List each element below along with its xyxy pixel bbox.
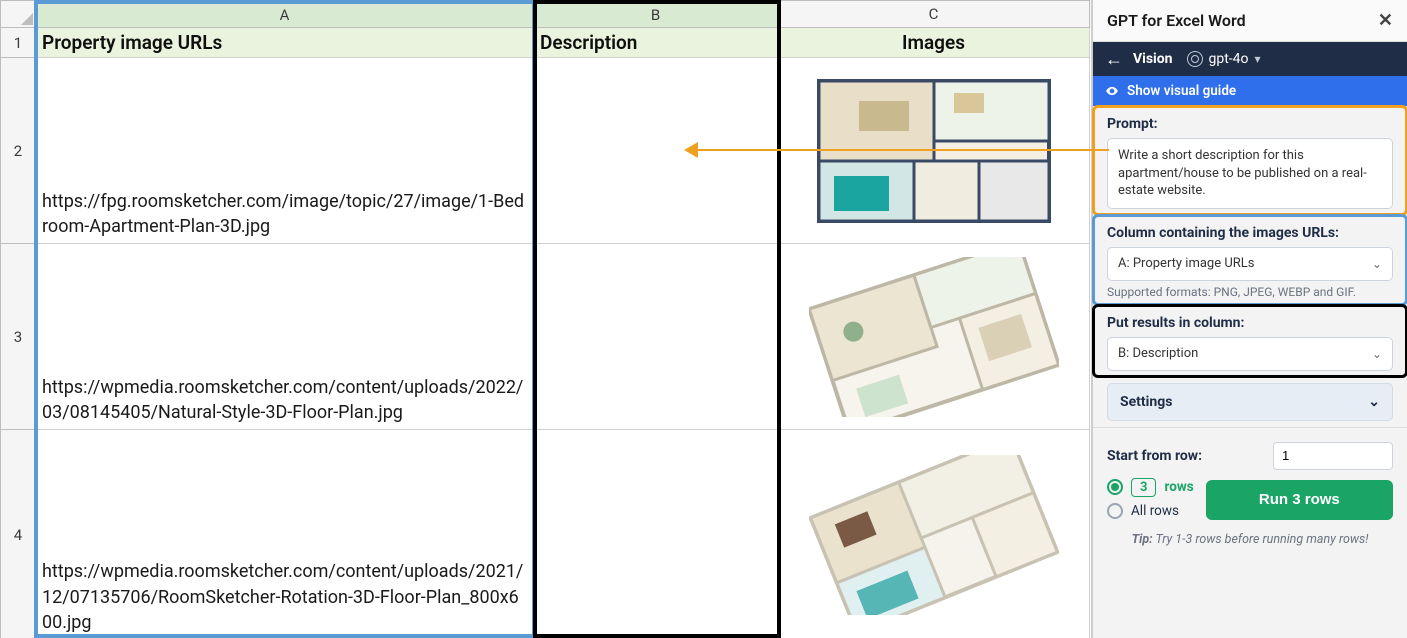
spreadsheet: A B C 1 Property image URLs Description …	[0, 0, 1092, 638]
guide-arrow	[696, 149, 1109, 151]
radio-unselected-icon	[1107, 503, 1123, 519]
header-label-b: Description	[540, 31, 771, 54]
table-row: 4 https://wpmedia.roomsketcher.com/conte…	[0, 430, 1091, 638]
model-name: gpt-4o	[1209, 51, 1249, 67]
start-row-label: Start from row:	[1107, 448, 1202, 464]
eye-icon	[1105, 84, 1119, 98]
url-text: https://wpmedia.roomsketcher.com/content…	[42, 375, 527, 425]
cell-a2[interactable]: https://fpg.roomsketcher.com/image/topic…	[36, 58, 534, 244]
radio-selected-icon	[1107, 479, 1123, 495]
table-row: 2 https://fpg.roomsketcher.com/image/top…	[0, 58, 1091, 244]
panel-title: GPT for Excel Word	[1107, 11, 1246, 30]
divider	[1093, 427, 1407, 428]
cell-c2[interactable]	[778, 58, 1090, 244]
rows-suffix: rows	[1164, 479, 1193, 495]
urls-column-select[interactable]: A: Property image URLs ⌄	[1107, 247, 1393, 281]
rows-count-value: 3	[1131, 478, 1156, 497]
urls-label: Column containing the images URLs:	[1107, 225, 1393, 241]
results-column-select[interactable]: B: Description ⌄	[1107, 337, 1393, 371]
all-rows-radio[interactable]: All rows	[1107, 503, 1194, 519]
cell-b2[interactable]	[534, 58, 778, 244]
panel-nav-bar: ← Vision gpt-4o ▾	[1093, 42, 1407, 76]
column-headers: A B C	[0, 0, 1091, 28]
url-text: https://wpmedia.roomsketcher.com/content…	[42, 559, 527, 635]
url-text: https://fpg.roomsketcher.com/image/topic…	[42, 189, 527, 239]
visual-guide-label: Show visual guide	[1127, 83, 1236, 99]
back-arrow-icon[interactable]: ←	[1105, 49, 1123, 70]
all-rows-label: All rows	[1131, 503, 1179, 519]
formats-hint: Supported formats: PNG, JPEG, WEBP and G…	[1107, 285, 1393, 299]
select-all-corner[interactable]	[0, 0, 36, 28]
prompt-input[interactable]: Write a short description for this apart…	[1107, 138, 1393, 209]
cell-c4[interactable]	[778, 430, 1090, 638]
floor-plan-image	[809, 455, 1059, 615]
row-header-2[interactable]: 2	[0, 58, 36, 244]
row-header-3[interactable]: 3	[0, 244, 36, 430]
chevron-down-icon: ⌄	[1372, 347, 1382, 361]
openai-icon	[1187, 51, 1203, 67]
chevron-down-icon: ⌄	[1368, 394, 1380, 410]
run-button[interactable]: Run 3 rows	[1206, 480, 1393, 520]
column-header-c[interactable]: C	[778, 0, 1090, 28]
prompt-label: Prompt:	[1107, 116, 1393, 132]
cell-b3[interactable]	[534, 244, 778, 430]
guide-arrow-head	[684, 142, 698, 158]
chevron-down-icon: ⌄	[1372, 257, 1382, 271]
close-icon[interactable]: ✕	[1378, 10, 1393, 31]
settings-toggle[interactable]: Settings ⌄	[1107, 383, 1393, 421]
model-selector[interactable]: gpt-4o ▾	[1187, 51, 1261, 67]
cell-a3[interactable]: https://wpmedia.roomsketcher.com/content…	[36, 244, 534, 430]
header-label-c: Images	[902, 31, 965, 54]
floor-plan-image	[809, 257, 1059, 417]
urls-column-value: A: Property image URLs	[1118, 256, 1255, 271]
results-label: Put results in column:	[1107, 315, 1393, 331]
header-label-a: Property image URLs	[42, 31, 527, 54]
panel-body: Prompt: Write a short description for th…	[1093, 106, 1407, 638]
chevron-down-icon: ▾	[1255, 52, 1261, 66]
table-header-row: 1 Property image URLs Description Images	[0, 28, 1091, 58]
start-row-input[interactable]	[1273, 442, 1393, 470]
results-column-section: Put results in column: B: Description ⌄	[1093, 305, 1407, 377]
row-header-4[interactable]: 4	[0, 430, 36, 638]
settings-label: Settings	[1120, 394, 1172, 410]
image-urls-section: Column containing the images URLs: A: Pr…	[1093, 215, 1407, 305]
column-header-b[interactable]: B	[534, 0, 778, 28]
results-column-value: B: Description	[1118, 346, 1198, 361]
run-rows-section: 3 rows All rows Run 3 rows	[1093, 474, 1407, 526]
cell-b1[interactable]: Description	[534, 28, 778, 58]
cell-b4[interactable]	[534, 430, 778, 638]
cell-c1[interactable]: Images	[778, 28, 1090, 58]
start-row-section: Start from row:	[1093, 434, 1407, 474]
cell-a1[interactable]: Property image URLs	[36, 28, 534, 58]
panel-title-bar: GPT for Excel Word ✕	[1093, 0, 1407, 42]
nav-label: Vision	[1133, 51, 1173, 67]
addon-panel: GPT for Excel Word ✕ ← Vision gpt-4o ▾ S…	[1092, 0, 1407, 638]
tip-text: Tip: Try 1-3 rows before running many ro…	[1093, 526, 1407, 553]
column-header-a[interactable]: A	[36, 0, 534, 28]
cell-a4[interactable]: https://wpmedia.roomsketcher.com/content…	[36, 430, 534, 638]
table-row: 3 https://wpmedia.roomsketcher.com/conte…	[0, 244, 1091, 430]
rows-count-radio[interactable]: 3 rows	[1107, 478, 1194, 497]
row-header-1[interactable]: 1	[0, 28, 36, 58]
visual-guide-bar[interactable]: Show visual guide	[1093, 76, 1407, 106]
cell-c3[interactable]	[778, 244, 1090, 430]
prompt-section: Prompt: Write a short description for th…	[1093, 106, 1407, 215]
